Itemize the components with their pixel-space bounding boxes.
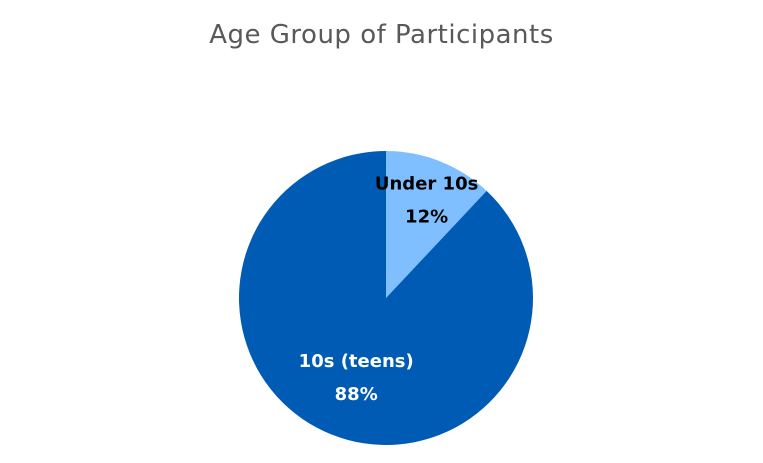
pie-slice-0: [386, 150, 487, 298]
slice-category-label-1: 10s (teens): [299, 351, 414, 372]
chart-title: Age Group of Participants: [209, 20, 554, 50]
slice-value-label-1: 88%: [335, 384, 378, 405]
pie-slice-1: [239, 151, 534, 446]
slice-category-label-0: Under 10s: [375, 174, 478, 195]
slice-value-label-0: 12%: [405, 207, 448, 228]
